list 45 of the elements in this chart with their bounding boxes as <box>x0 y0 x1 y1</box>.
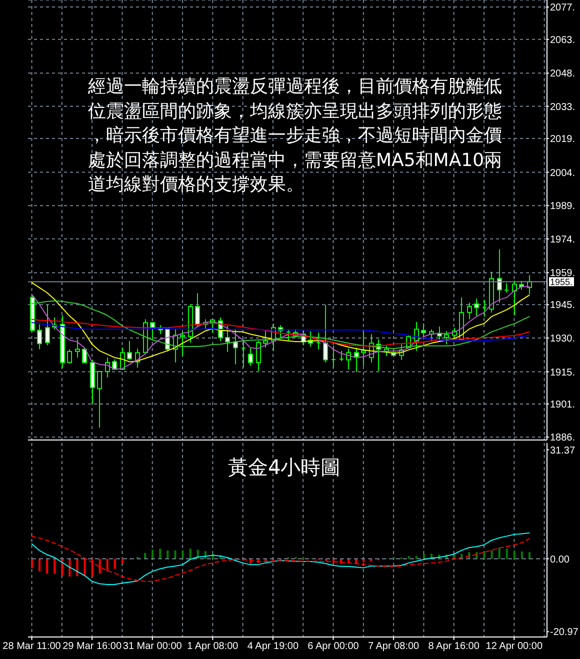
bar <box>91 558 94 577</box>
x-tick-label: 7 Apr 08:00 <box>368 641 420 652</box>
bar <box>46 558 48 574</box>
bar <box>166 550 169 559</box>
bar <box>106 558 108 572</box>
annotation: 黃金4小時圖 <box>228 455 341 479</box>
x-tick-label: 29 Mar 16:00 <box>62 641 122 652</box>
bar <box>506 548 508 559</box>
y-tick-label: -20.97 <box>550 627 579 638</box>
candlestick <box>75 338 80 358</box>
bar <box>408 556 410 559</box>
candlestick <box>67 348 72 364</box>
x-tick-label: 28 Mar 11:00 <box>2 641 62 652</box>
candlestick <box>37 324 42 350</box>
bar <box>84 558 86 576</box>
bar <box>114 558 116 569</box>
bar <box>144 552 146 559</box>
bar <box>159 548 162 559</box>
bar <box>483 551 486 559</box>
x-tick-label: 4 Apr 19:00 <box>247 641 299 652</box>
bar <box>498 548 500 559</box>
bar <box>121 558 124 564</box>
bar <box>520 551 523 559</box>
candlestick <box>45 304 50 346</box>
x-tick-label: 8 Apr 16:00 <box>428 641 480 652</box>
bar <box>38 558 41 572</box>
bar <box>189 548 192 559</box>
bar <box>98 558 101 574</box>
x-tick-label: 6 Apr 00:00 <box>308 641 360 652</box>
y-tick-label: 31.37 <box>550 445 576 456</box>
x-tick-label: 12 Apr 00:00 <box>486 641 543 652</box>
bar <box>152 550 154 559</box>
bar <box>513 550 516 559</box>
bar <box>182 550 184 559</box>
x-tick-label: 1 Apr 08:00 <box>187 641 239 652</box>
x-tick-label: 31 Mar 00:00 <box>122 641 182 652</box>
bar <box>415 556 418 559</box>
bar <box>422 554 425 559</box>
candlestick <box>82 347 87 364</box>
bar <box>174 550 176 559</box>
bar <box>490 550 493 559</box>
y-tick-label: 0.00 <box>550 554 570 566</box>
bar <box>528 552 530 559</box>
bar <box>54 558 56 574</box>
bar <box>31 558 33 568</box>
